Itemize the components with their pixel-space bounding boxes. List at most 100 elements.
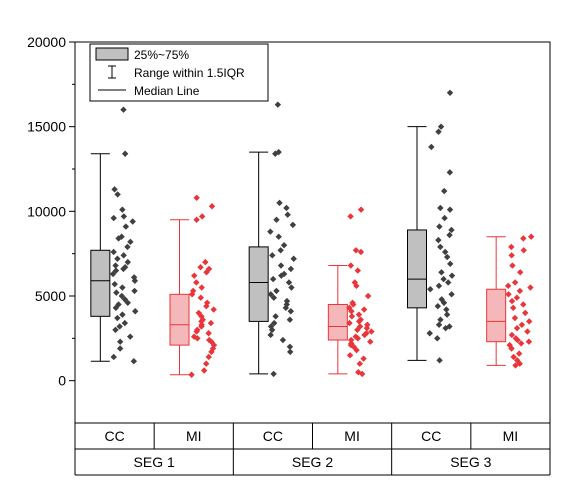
seg2-cc-point xyxy=(282,304,290,312)
seg2-cc-point xyxy=(279,336,287,344)
seg1-cc-point xyxy=(118,292,125,300)
seg3-mi-point xyxy=(525,338,533,345)
seg1-cc-point xyxy=(120,265,127,273)
seg1-cc-point xyxy=(110,214,117,222)
seg1-cc-point xyxy=(114,255,121,262)
seg1-cc-point xyxy=(119,311,126,318)
seg3-cc-point xyxy=(446,169,454,176)
seg3-mi-box xyxy=(486,288,507,343)
seg1-cc-point xyxy=(115,235,122,242)
seg2-mi-point xyxy=(347,213,354,220)
seg3-mi-point xyxy=(526,318,533,325)
seg1-cc-point xyxy=(132,308,139,315)
seg1-cc-point xyxy=(110,248,117,256)
seg3-mi-point xyxy=(508,252,515,259)
seg1-mi-point xyxy=(191,272,198,279)
category-axis-table: CC MI CC MI CC MI SEG 1 SEG 2 SEG 3 xyxy=(74,423,551,476)
legend-whisker-icon xyxy=(108,65,116,79)
y-tick-label: 20000 xyxy=(27,34,66,50)
seg1-cc-point xyxy=(120,252,127,259)
seg2-cc-point xyxy=(269,252,276,259)
y-tick-label: 0 xyxy=(58,373,66,389)
seg1-mi-point xyxy=(203,360,210,367)
seg2-mi-point xyxy=(355,318,363,325)
category-label: MI xyxy=(186,428,202,444)
seg3-mi-point xyxy=(518,321,526,328)
seg3-cc-point xyxy=(435,282,443,290)
seg3-cc-point xyxy=(441,248,449,256)
seg3-mi-point xyxy=(512,362,519,369)
data-points-layer xyxy=(109,89,535,378)
seg2-mi-point xyxy=(358,370,366,378)
seg1-cc-point xyxy=(114,314,121,322)
seg3-mi-point xyxy=(514,336,521,344)
seg1-cc-point xyxy=(116,323,123,330)
seg1-cc-box xyxy=(90,249,111,317)
seg2-cc-point xyxy=(288,284,295,291)
category-label: CC xyxy=(104,428,124,444)
seg3-mi-point xyxy=(512,335,520,342)
seg3-mi-point xyxy=(516,269,524,276)
seg3-mi-point xyxy=(515,350,523,357)
legend: 25%~75% Range within 1.5IQR Median Line xyxy=(89,43,269,102)
seg3-mi-point xyxy=(508,345,515,352)
seg2-mi-point xyxy=(367,338,374,345)
seg2-cc-point xyxy=(286,348,294,356)
seg2-cc-point xyxy=(269,275,277,283)
seg1-cc-point xyxy=(118,233,125,240)
seg2-mi-point xyxy=(352,247,360,254)
y-axis-ticks: 0 5000 10000 15000 20000 xyxy=(27,34,75,389)
seg1-cc-point xyxy=(121,150,129,157)
seg3-mi-point xyxy=(527,284,534,291)
seg1-mi-point xyxy=(208,348,215,356)
seg2-mi-point xyxy=(360,355,367,362)
seg3-cc-point xyxy=(427,286,434,293)
y-tick-label: 10000 xyxy=(27,203,66,219)
seg1-cc-point xyxy=(122,223,130,230)
seg2-cc-point xyxy=(273,216,280,223)
seg1-mi-point xyxy=(197,264,204,271)
seg3-mi-point xyxy=(516,360,523,367)
seg2-cc-point xyxy=(278,272,285,279)
seg1-cc-point xyxy=(120,213,128,220)
seg1-mi-point xyxy=(205,353,212,361)
y-tick-label: 15000 xyxy=(27,119,66,135)
seg1-mi-point xyxy=(203,269,210,276)
seg3-cc-box xyxy=(407,229,427,309)
seg2-mi-point xyxy=(353,346,360,354)
seg1-cc-point xyxy=(116,338,124,345)
seg2-mi-point xyxy=(353,282,360,290)
seg3-cc-point xyxy=(426,330,433,337)
seg3-mi-point xyxy=(522,309,529,317)
seg2-cc-point xyxy=(268,326,276,334)
seg3-cc-point xyxy=(435,236,442,244)
seg1-cc-point xyxy=(127,238,134,246)
seg3-mi-point xyxy=(505,291,512,298)
seg3-cc-point xyxy=(446,206,454,213)
seg2-cc-point xyxy=(287,265,295,273)
seg1-cc-point xyxy=(124,243,131,251)
seg3-cc-point xyxy=(437,316,444,323)
category-label: MI xyxy=(344,428,360,444)
seg1-mi-point xyxy=(197,294,204,301)
seg2-mi-point xyxy=(346,319,353,327)
seg1-mi-point xyxy=(200,367,208,374)
seg1-cc-point xyxy=(109,270,117,278)
legend-label-box: 25%~75% xyxy=(134,48,189,62)
seg3-mi-point xyxy=(517,340,525,347)
seg3-cc-point xyxy=(443,306,450,313)
seg2-mi-box xyxy=(327,303,348,341)
seg3-mi-point xyxy=(504,282,512,290)
legend-label-median: Median Line xyxy=(134,84,200,98)
seg2-mi-point xyxy=(348,308,355,315)
seg2-cc-point xyxy=(275,233,282,240)
seg1-mi-point xyxy=(203,302,210,310)
seg3-mi-point xyxy=(511,314,519,322)
seg1-cc-point xyxy=(111,186,118,193)
seg1-cc-point xyxy=(120,106,127,113)
seg1-mi-point xyxy=(195,309,202,317)
seg1-mi-point xyxy=(198,213,206,220)
group-label: SEG 1 xyxy=(134,454,175,470)
seg3-mi-point xyxy=(520,247,527,254)
